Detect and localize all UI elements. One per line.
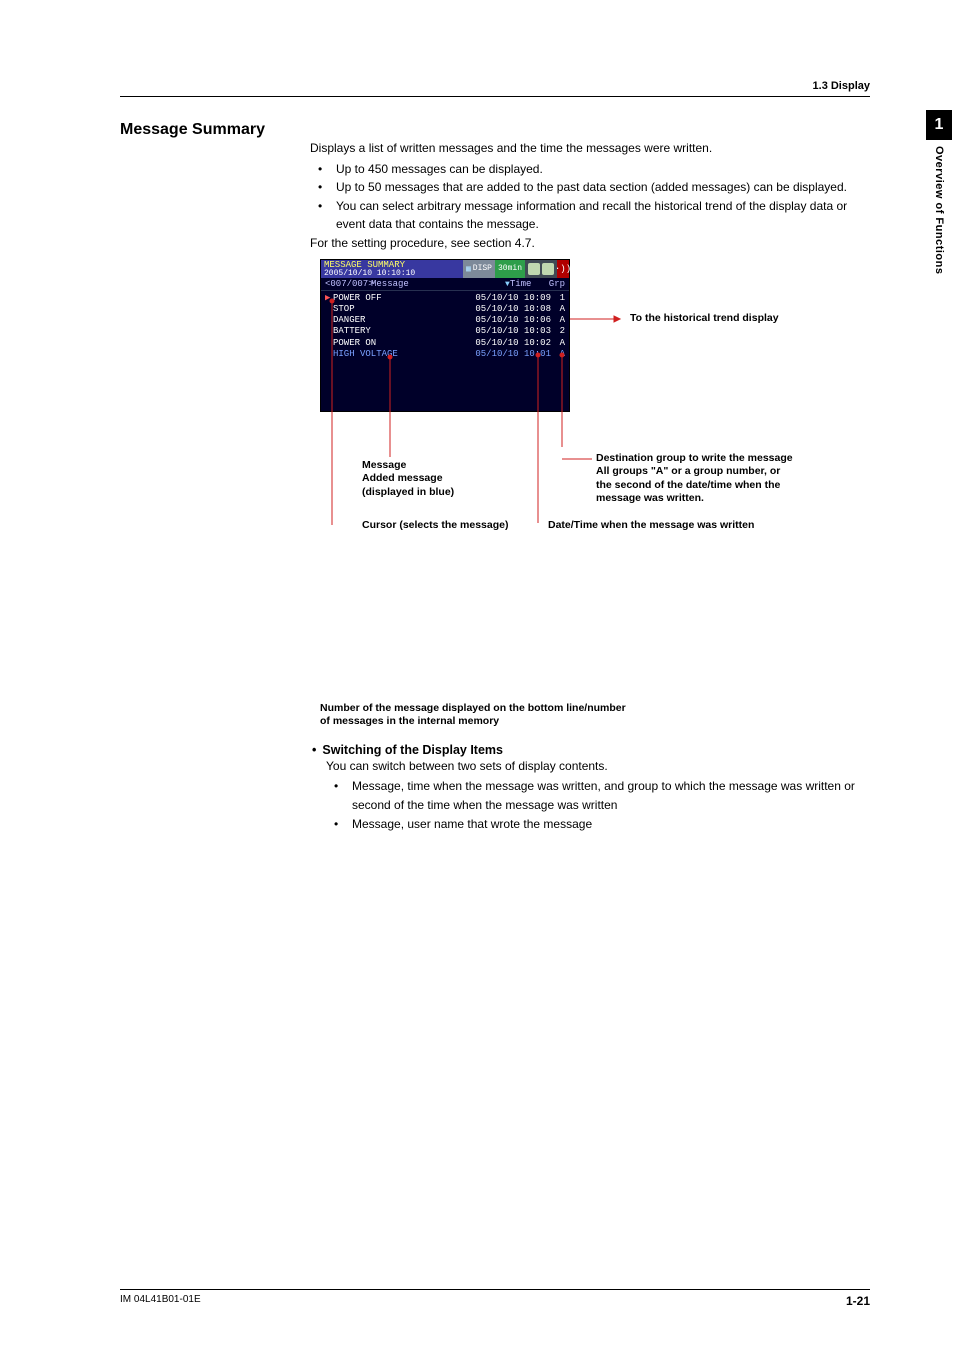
intro-tail: For the setting procedure, see section 4…	[310, 234, 870, 253]
bullet-dot: •	[334, 815, 352, 834]
cursor-arrow-icon	[325, 338, 333, 349]
row-datetime: 05/10/10 10:01	[461, 349, 551, 360]
row-group: A	[551, 349, 565, 360]
device-header: MESSAGE SUMMARY 2005/10/10 10:10:10 ▦DIS…	[321, 260, 569, 278]
cursor-arrow-icon: ▶	[325, 293, 333, 304]
row-message: STOP	[333, 304, 461, 315]
anno-historical-trend: To the historical trend display	[630, 312, 779, 326]
row-group: A	[551, 304, 565, 315]
col-group: Grp	[545, 279, 565, 289]
anno-message: Message	[362, 459, 454, 473]
sound-icon: ·))	[557, 260, 569, 278]
device-rows: ▶POWER OFF05/10/10 10:091STOP05/10/10 10…	[321, 291, 569, 411]
device-row: STOP05/10/10 10:08A	[325, 304, 565, 315]
disp-label: DISP	[473, 264, 492, 273]
row-group: A	[551, 315, 565, 326]
col-time: ▼Time	[505, 279, 545, 289]
row-datetime: 05/10/10 10:08	[461, 304, 551, 315]
intro-lead: Displays a list of written messages and …	[310, 139, 870, 158]
device-row: DANGER05/10/10 10:06A	[325, 315, 565, 326]
chapter-num: 1	[926, 110, 952, 140]
device-row: BATTERY05/10/10 10:032	[325, 326, 565, 337]
anno-datetime: Date/Time when the message was written	[548, 519, 754, 533]
caption-l1: Number of the message displayed on the b…	[320, 702, 870, 716]
anno-cursor: Cursor (selects the message)	[362, 519, 508, 533]
bullet-dot: •	[318, 178, 336, 197]
cursor-arrow-icon	[325, 326, 333, 337]
device-column-header: <007/007> Message ▼Time Grp	[321, 278, 569, 291]
wave-icon: ▦	[466, 264, 471, 274]
row-message: DANGER	[333, 315, 461, 326]
col-index: <007/007>	[325, 279, 371, 289]
anno-displayed-blue: (displayed in blue)	[362, 486, 454, 500]
row-message: HIGH VOLTAGE	[333, 349, 461, 360]
row-message: POWER OFF	[333, 293, 461, 304]
section-title: Message Summary	[120, 121, 870, 139]
row-group: 2	[551, 326, 565, 337]
row-datetime: 05/10/10 10:03	[461, 326, 551, 337]
caption-l2: of messages in the internal memory	[320, 715, 870, 729]
camera-icon	[528, 263, 540, 275]
device-row: POWER ON05/10/10 10:02A	[325, 338, 565, 349]
page-footer: IM 04L41B01-01E 1-21	[120, 1289, 870, 1308]
bullet-dot: •	[312, 743, 316, 757]
device-iconbar	[525, 260, 557, 278]
col-message: Message	[371, 279, 505, 289]
cursor-arrow-icon	[325, 315, 333, 326]
cursor-arrow-icon	[325, 349, 333, 360]
breadcrumb: 1.3 Display	[120, 80, 870, 96]
row-message: BATTERY	[333, 326, 461, 337]
col-time-label: Time	[510, 279, 532, 289]
switching-b1: Message, time when the message was writt…	[352, 777, 870, 814]
device-screenshot: MESSAGE SUMMARY 2005/10/10 10:10:10 ▦DIS…	[320, 259, 570, 412]
switching-b2: Message, user name that wrote the messag…	[352, 815, 870, 834]
bullet-dot: •	[318, 160, 336, 179]
row-message: POWER ON	[333, 338, 461, 349]
page-number: 1-21	[846, 1294, 870, 1308]
device-row: ▶POWER OFF05/10/10 10:091	[325, 293, 565, 304]
anno-dest-l2: All groups "A" or a group number, or	[596, 465, 793, 479]
intro-b2: Up to 50 messages that are added to the …	[336, 178, 870, 197]
sort-icon	[542, 263, 554, 275]
header-rule	[120, 96, 870, 97]
cursor-arrow-icon	[325, 304, 333, 315]
device-title-block: MESSAGE SUMMARY 2005/10/10 10:10:10	[321, 260, 463, 278]
switching-lead: You can switch between two sets of displ…	[326, 757, 870, 776]
anno-dest-l1: Destination group to write the message	[596, 452, 793, 466]
doc-id: IM 04L41B01-01E	[120, 1294, 201, 1308]
anno-dest-l3: the second of the date/time when the	[596, 479, 793, 493]
row-datetime: 05/10/10 10:06	[461, 315, 551, 326]
row-datetime: 05/10/10 10:02	[461, 338, 551, 349]
disp-badge: ▦DISP	[463, 260, 495, 278]
row-datetime: 05/10/10 10:09	[461, 293, 551, 304]
row-group: 1	[551, 293, 565, 304]
interval-badge: 30min	[495, 260, 525, 278]
anno-dest-l4: message was written.	[596, 492, 793, 506]
row-group: A	[551, 338, 565, 349]
intro-b1: Up to 450 messages can be displayed.	[336, 160, 870, 179]
bullet-dot: •	[318, 197, 336, 234]
anno-added-message: Added message	[362, 472, 454, 486]
switching-heading: Switching of the Display Items	[322, 743, 503, 757]
side-tab: 1 Overview of Functions	[924, 110, 954, 274]
chapter-label: Overview of Functions	[933, 146, 945, 274]
intro-b3: You can select arbitrary message informa…	[336, 197, 870, 234]
device-row: HIGH VOLTAGE05/10/10 10:01A	[325, 349, 565, 360]
device-timestamp: 2005/10/10 10:10:10	[324, 270, 460, 278]
bullet-dot: •	[334, 777, 352, 814]
